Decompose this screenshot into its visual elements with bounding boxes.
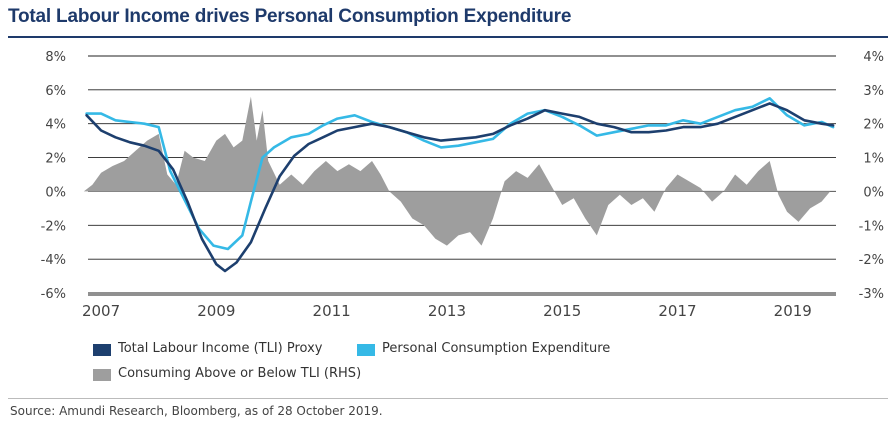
x-tick-label: 2019 xyxy=(774,302,812,320)
source-note: Source: Amundi Research, Bloomberg, as o… xyxy=(10,404,383,418)
legend-swatch-gap xyxy=(93,369,111,381)
x-tick-label: 2013 xyxy=(428,302,466,320)
x-tick-label: 2017 xyxy=(658,302,696,320)
y-left-tick-label: 4% xyxy=(45,118,66,133)
legend-swatch-pce xyxy=(357,344,375,356)
y-left-tick-label: -2% xyxy=(41,219,66,234)
series-gap-area xyxy=(83,96,831,246)
y-left-tick-label: 8% xyxy=(45,50,66,65)
legend-label-gap: Consuming Above or Below TLI (RHS) xyxy=(118,366,362,381)
y-right-tick-label: -2% xyxy=(859,253,884,268)
x-tick-label: 2007 xyxy=(82,302,120,320)
source-rule xyxy=(8,398,888,399)
line-series xyxy=(85,97,835,273)
y-right-tick-label: 3% xyxy=(863,84,884,99)
title-rule xyxy=(8,36,888,38)
legend-swatch-tli xyxy=(93,344,111,356)
y-right-tick-label: 1% xyxy=(863,152,884,167)
x-tick-label: 2011 xyxy=(313,302,351,320)
y-right-tick-label: 2% xyxy=(863,118,884,133)
chart-title: Total Labour Income drives Personal Cons… xyxy=(8,6,572,27)
y-left-tick-label: 0% xyxy=(45,185,66,200)
y-right-tick-label: -3% xyxy=(859,287,884,302)
y-right-tick-label: 4% xyxy=(863,50,884,65)
axes: -6% -4% -2% 0% 2% 4% 6% 8% -3% -2% -1% 0% 1% 2% 3% 4% 20… xyxy=(41,50,884,320)
gap-area-series xyxy=(83,96,831,246)
y-left-tick-label: 6% xyxy=(45,84,66,99)
x-tick-label: 2015 xyxy=(543,302,581,320)
y-right-tick-label: 0% xyxy=(863,185,884,200)
x-tick-label: 2009 xyxy=(197,302,235,320)
y-left-tick-label: -6% xyxy=(41,287,66,302)
y-right-tick-label: -1% xyxy=(859,219,884,234)
series-tli-line xyxy=(85,102,835,273)
y-left-tick-label: 2% xyxy=(45,152,66,167)
y-left-tick-label: -4% xyxy=(41,253,66,268)
legend-label-pce: Personal Consumption Expenditure xyxy=(382,341,611,356)
legend-label-tli: Total Labour Income (TLI) Proxy xyxy=(118,341,323,356)
